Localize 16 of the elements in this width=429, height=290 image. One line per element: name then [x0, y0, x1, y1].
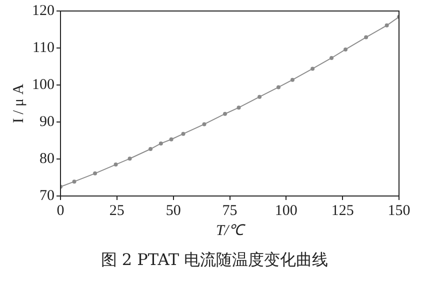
- x-tick-label: 75: [222, 202, 238, 219]
- x-tick-label: 150: [388, 202, 410, 219]
- x-axis-title: T/℃: [216, 222, 246, 239]
- x-tick-label: 0: [56, 202, 64, 219]
- y-axis-title: I / μ A: [10, 84, 27, 124]
- y-tick-label: 70: [40, 188, 54, 204]
- y-tick-label: 120: [32, 2, 54, 19]
- x-tick-label: 25: [109, 202, 124, 219]
- y-tick-label: 90: [40, 114, 54, 130]
- y-tick-label: 80: [40, 150, 54, 167]
- caption: 图 2 PTAT 电流随温度变化曲线: [100, 250, 330, 271]
- y-tick-label: 110: [32, 40, 54, 56]
- y-tick-label: 100: [32, 76, 54, 93]
- x-tick-label: 100: [274, 202, 298, 219]
- x-tick-label: 125: [331, 202, 354, 219]
- x-tick-label: 50: [166, 202, 181, 219]
